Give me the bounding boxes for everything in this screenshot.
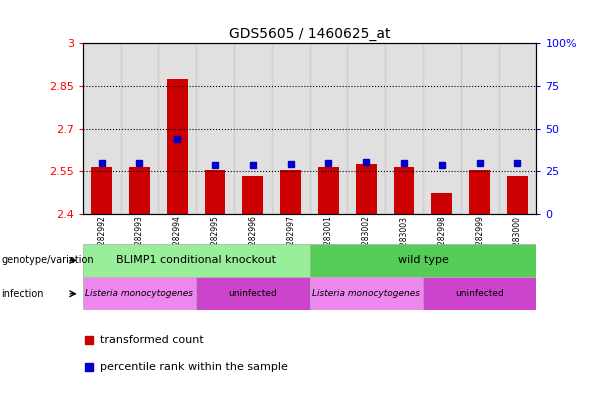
Text: genotype/variation: genotype/variation — [1, 255, 94, 265]
Text: uninfected: uninfected — [455, 289, 504, 298]
Bar — [423, 43, 461, 214]
Bar — [280, 170, 301, 214]
Bar — [234, 43, 272, 214]
Text: wild type: wild type — [398, 255, 448, 265]
Bar — [196, 277, 310, 310]
Bar — [83, 277, 196, 310]
Bar — [83, 244, 310, 277]
Bar — [356, 164, 376, 214]
Bar — [507, 176, 528, 214]
Text: transformed count: transformed count — [100, 335, 204, 345]
Bar — [394, 167, 414, 214]
Text: Listeria monocytogenes: Listeria monocytogenes — [85, 289, 194, 298]
Text: Listeria monocytogenes: Listeria monocytogenes — [312, 289, 421, 298]
Bar — [272, 43, 310, 214]
Bar — [196, 43, 234, 214]
Bar — [461, 43, 498, 214]
Bar — [423, 277, 536, 310]
Bar — [158, 43, 196, 214]
Bar — [318, 167, 339, 214]
Bar — [205, 170, 226, 214]
Bar — [129, 167, 150, 214]
Bar — [83, 43, 121, 214]
Title: GDS5605 / 1460625_at: GDS5605 / 1460625_at — [229, 27, 390, 41]
Bar — [243, 176, 263, 214]
Bar — [310, 277, 423, 310]
Bar — [498, 43, 536, 214]
Bar — [348, 43, 385, 214]
Bar — [91, 167, 112, 214]
Bar — [121, 43, 158, 214]
Bar — [385, 43, 423, 214]
Bar — [310, 244, 536, 277]
Text: infection: infection — [1, 289, 44, 299]
Text: BLIMP1 conditional knockout: BLIMP1 conditional knockout — [116, 255, 276, 265]
Bar — [167, 79, 188, 214]
Text: percentile rank within the sample: percentile rank within the sample — [100, 362, 288, 373]
Text: uninfected: uninfected — [229, 289, 277, 298]
Bar — [310, 43, 348, 214]
Bar — [432, 193, 452, 214]
Bar — [470, 170, 490, 214]
